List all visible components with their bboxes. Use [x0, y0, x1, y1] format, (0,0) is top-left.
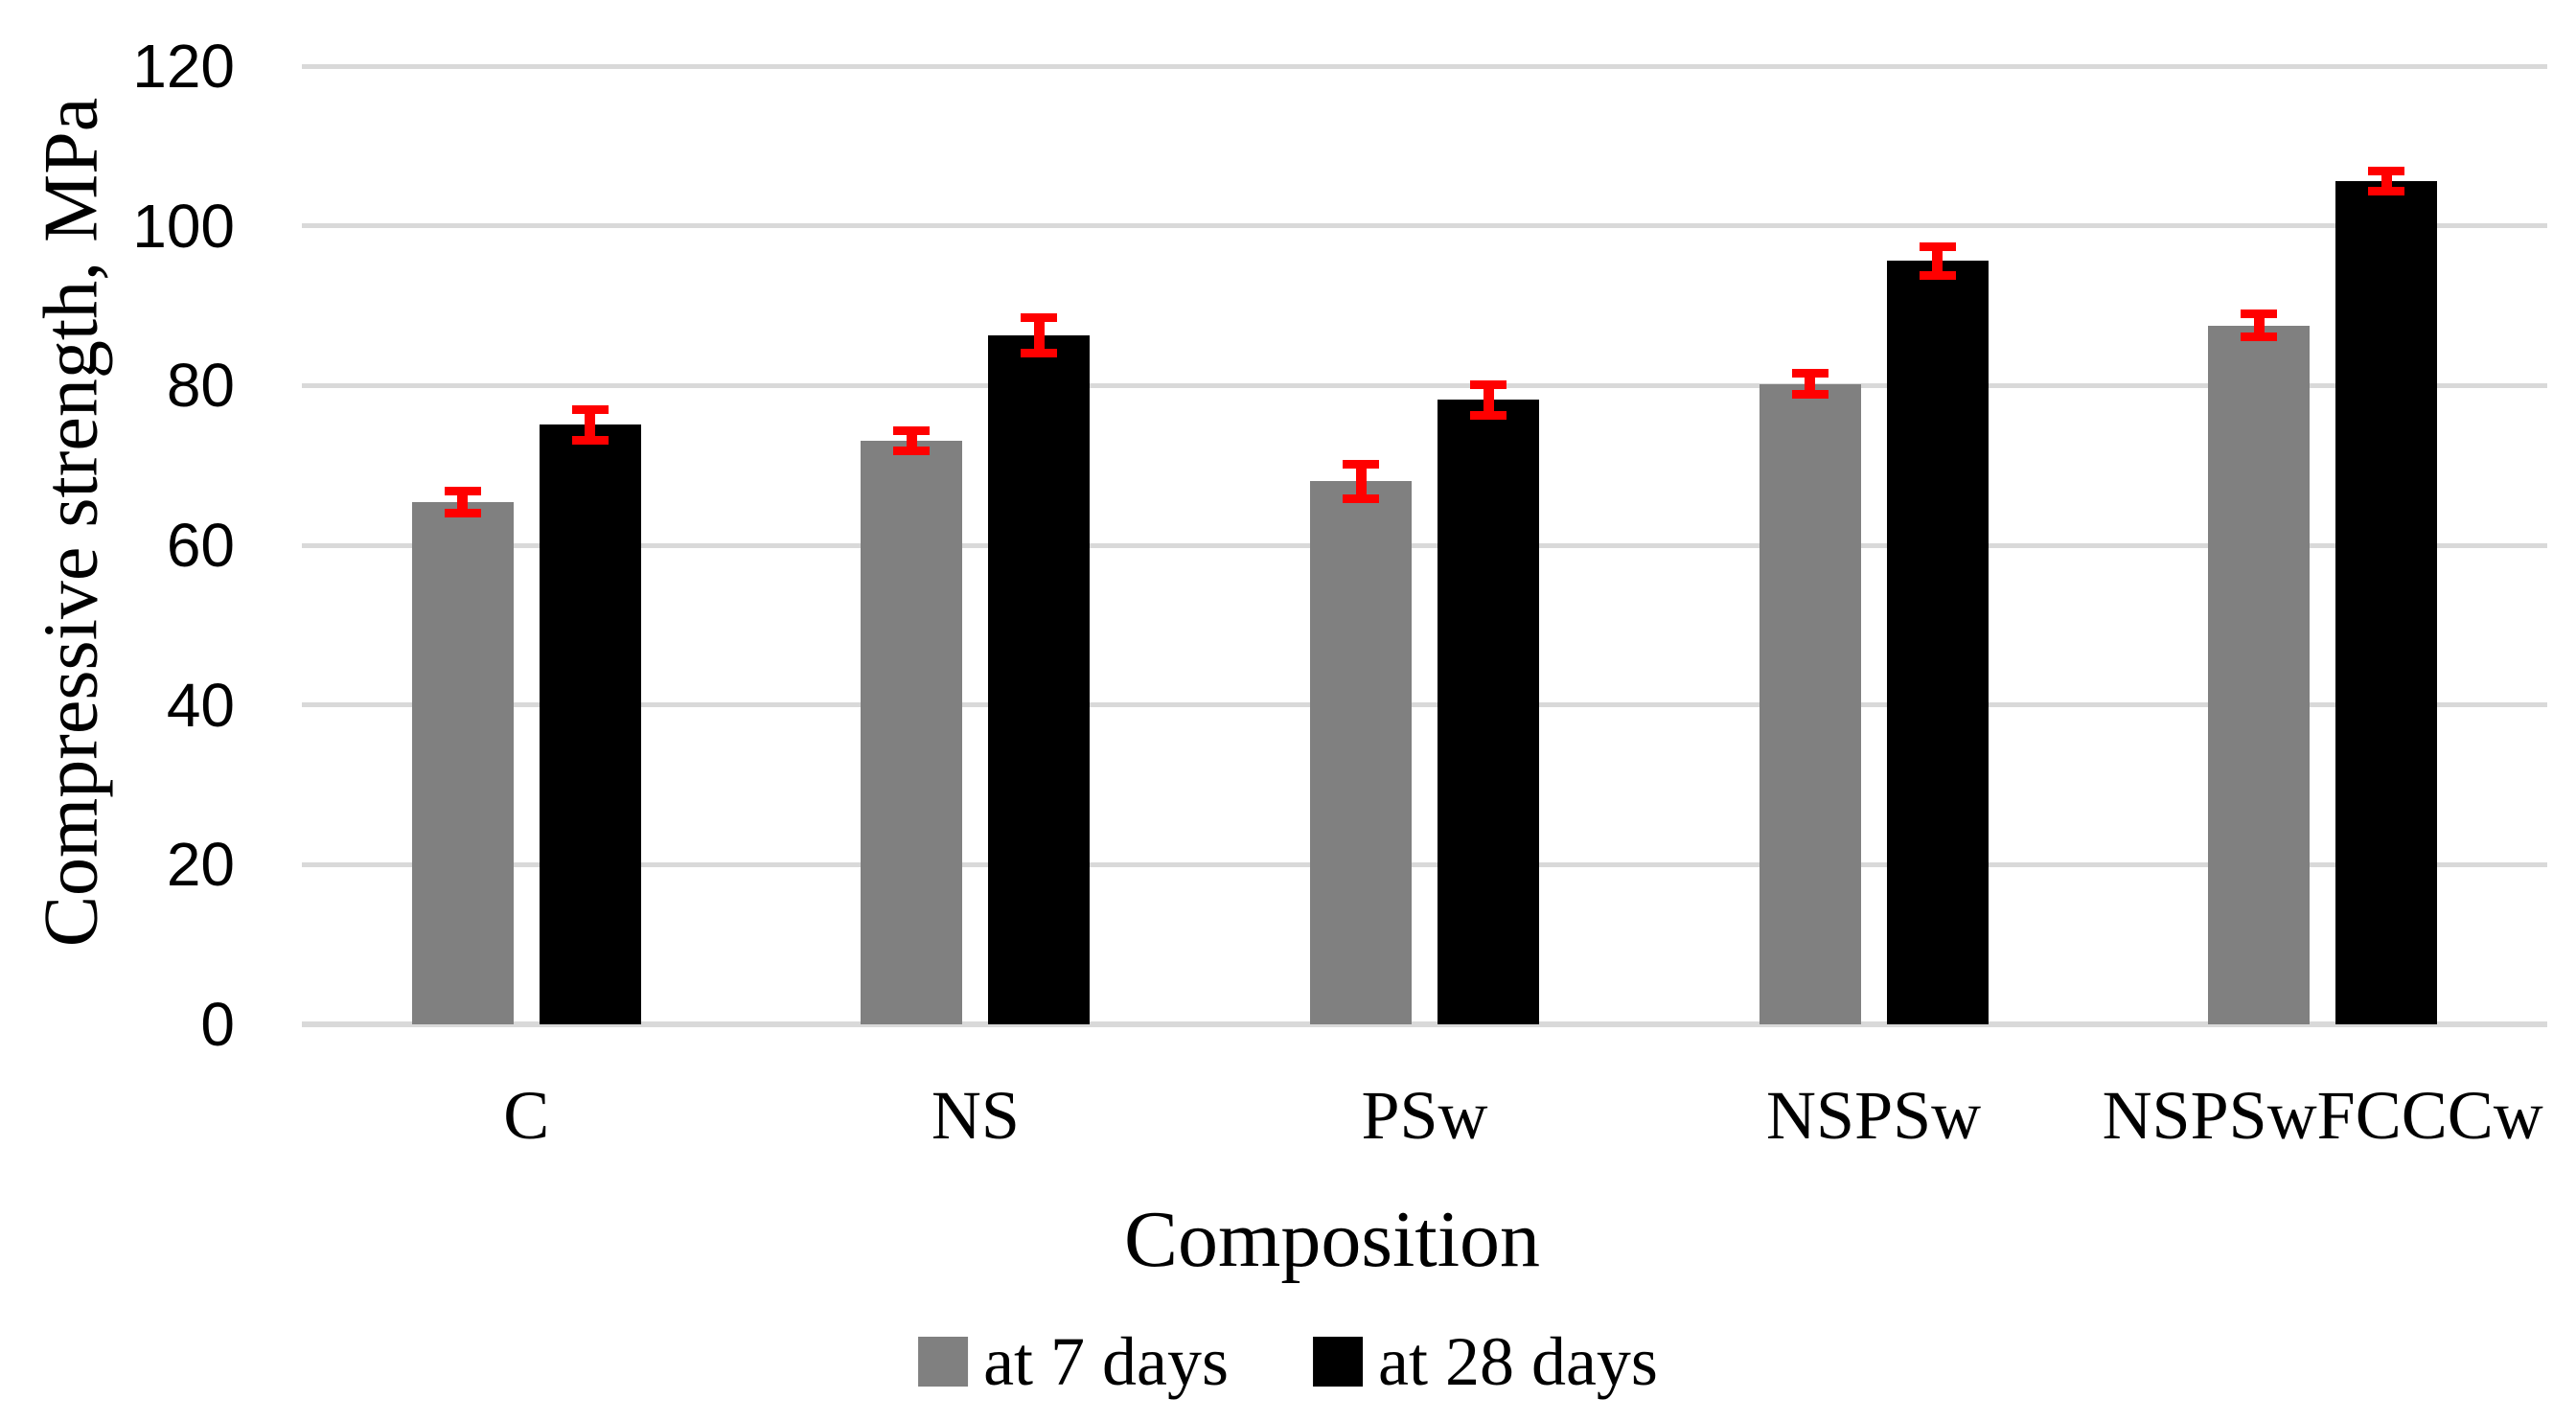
error-bar-stem-at-28-days-NSPSw [1932, 245, 1944, 277]
y-tick-label-100: 100 [132, 191, 235, 261]
error-bar-cap-top-at-7-days-NS [893, 426, 931, 435]
y-tick-label-80: 80 [166, 351, 235, 421]
error-bar-cap-top-at-7-days-C [444, 487, 481, 496]
legend: at 7 days at 28 days [918, 1327, 1658, 1396]
error-bar-stem-at-7-days-PSw [1355, 464, 1367, 499]
error-bar-cap-bottom-at-7-days-NS [893, 446, 931, 455]
bar-at-7-days-C [411, 502, 514, 1024]
error-bar-cap-bottom-at-28-days-C [571, 435, 609, 445]
error-bar-stem-at-7-days-NSPSw [1805, 373, 1816, 396]
legend-item-label: at 28 days [1378, 1323, 1658, 1400]
error-bar-cap-bottom-at-28-days-PSw [1470, 411, 1506, 420]
error-bar-stem-at-7-days-C [457, 491, 469, 514]
bar-at-28-days-NSPSw [1886, 261, 1989, 1024]
y-tick-label-20: 20 [166, 830, 235, 900]
error-bar-stem-at-28-days-C [585, 408, 596, 441]
bar-at-7-days-NSPSw [1759, 383, 1861, 1024]
error-bar-cap-bottom-at-28-days-NSPSwFCCCw [2368, 186, 2405, 195]
error-bar-cap-bottom-at-7-days-PSw [1343, 493, 1379, 503]
legend-item-label: at 7 days [983, 1323, 1229, 1400]
x-tick-label-C: C [503, 1077, 550, 1154]
error-bar-stem-at-28-days-PSw [1483, 383, 1494, 416]
bar-at-7-days-NS [861, 440, 963, 1024]
legend-swatch-icon [918, 1337, 969, 1387]
error-bar-cap-top-at-7-days-NSPSwFCCCw [2241, 310, 2278, 319]
error-bar-cap-bottom-at-7-days-NSPSwFCCCw [2241, 333, 2278, 342]
error-bar-cap-top-at-28-days-NS [1021, 312, 1058, 322]
bar-at-28-days-NS [988, 334, 1091, 1024]
error-bar-stem-at-7-days-NS [906, 430, 917, 451]
error-bar-cap-bottom-at-7-days-C [444, 508, 481, 517]
bar-at-28-days-C [539, 424, 641, 1024]
error-bar-cap-top-at-28-days-PSw [1470, 379, 1506, 389]
bar-at-7-days-NSPSwFCCCw [2208, 325, 2311, 1024]
error-bar-stem-at-28-days-NSPSwFCCCw [2380, 171, 2392, 192]
y-tick-label-120: 120 [132, 32, 235, 101]
error-bar-cap-top-at-28-days-C [571, 404, 609, 414]
error-bar-cap-top-at-7-days-PSw [1343, 460, 1379, 469]
error-bar-cap-top-at-7-days-NSPSw [1791, 369, 1828, 378]
x-tick-label-NSPSwFCCCw: NSPSwFCCCw [2102, 1077, 2543, 1154]
bar-at-28-days-PSw [1438, 400, 1539, 1024]
error-bar-cap-bottom-at-7-days-NSPSw [1791, 390, 1828, 400]
gridline-120 [302, 63, 2547, 69]
gridline-100 [302, 223, 2547, 229]
gridline-20 [302, 861, 2547, 867]
y-tick-label-0: 0 [200, 990, 235, 1059]
bar-at-7-days-PSw [1310, 481, 1412, 1024]
error-bar-cap-top-at-28-days-NSPSw [1919, 241, 1956, 251]
x-tick-label-NS: NS [931, 1077, 1020, 1154]
gridline-40 [302, 702, 2547, 708]
gridline-80 [302, 382, 2547, 388]
error-bar-stem-at-28-days-NS [1033, 316, 1045, 354]
x-axis-title: Composition [1123, 1195, 1541, 1284]
error-bar-cap-top-at-28-days-NSPSwFCCCw [2368, 167, 2405, 176]
x-tick-label-NSPSw: NSPSw [1766, 1077, 1982, 1154]
bar-at-28-days-NSPSwFCCCw [2335, 181, 2438, 1024]
error-bar-cap-bottom-at-28-days-NS [1021, 349, 1058, 357]
legend-swatch-icon [1313, 1337, 1363, 1387]
gridline-0 [302, 1021, 2547, 1027]
error-bar-stem-at-7-days-NSPSwFCCCw [2253, 313, 2265, 338]
y-tick-label-40: 40 [166, 670, 235, 740]
legend-item-at-7-days: at 7 days [918, 1327, 1229, 1396]
gridline-60 [302, 542, 2547, 548]
y-tick-label-60: 60 [166, 511, 235, 580]
x-tick-label-PSw: PSw [1361, 1077, 1488, 1154]
legend-item-at-28-days: at 28 days [1313, 1327, 1658, 1396]
error-bar-cap-bottom-at-28-days-NSPSw [1919, 271, 1956, 281]
